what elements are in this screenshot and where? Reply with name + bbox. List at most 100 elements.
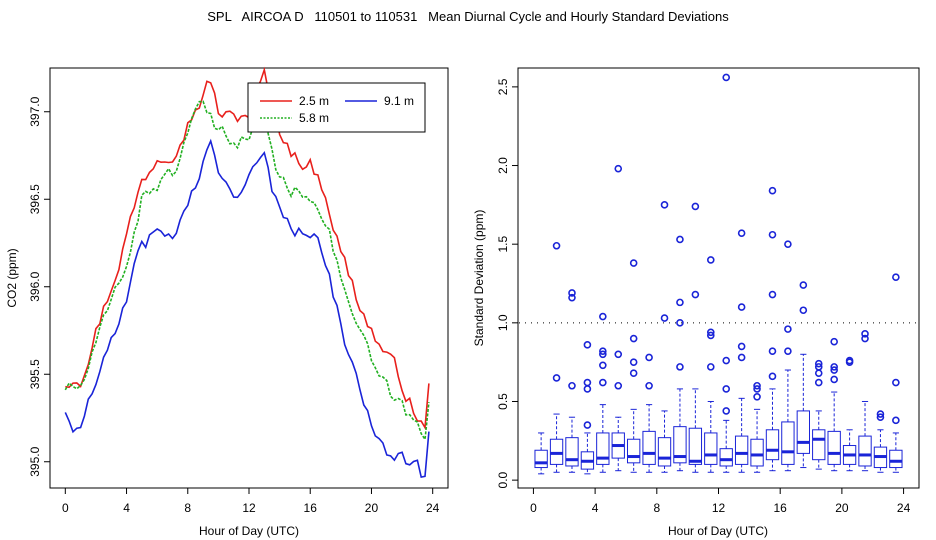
outlier-point bbox=[614, 164, 623, 173]
outlier-point bbox=[629, 369, 638, 377]
box-iqr bbox=[596, 432, 610, 465]
box-hour bbox=[873, 410, 888, 473]
outlier-point bbox=[568, 381, 576, 390]
right-x-axis: 0 4 8 12 16 20 24 bbox=[530, 488, 911, 515]
left-y-tick-label: 395.5 bbox=[28, 359, 42, 389]
right-y-tick-label: 1.0 bbox=[496, 314, 510, 331]
right-x-tick-label: 8 bbox=[653, 501, 660, 515]
box-hour bbox=[657, 201, 672, 473]
left-x-tick-label: 0 bbox=[62, 501, 69, 515]
box-hour bbox=[673, 235, 687, 472]
right-x-tick-label: 24 bbox=[897, 501, 911, 515]
outlier-point bbox=[629, 358, 638, 366]
page-title: SPL AIRCOA D 110501 to 110531 Mean Diurn… bbox=[207, 9, 729, 24]
outlier-point bbox=[753, 381, 761, 390]
box-hour bbox=[688, 202, 703, 473]
legend-label-5-8m: 5.8 m bbox=[299, 111, 329, 125]
outlier-point bbox=[799, 281, 808, 289]
box-iqr bbox=[534, 449, 548, 469]
box-hour bbox=[889, 273, 903, 473]
left-x-tick-label: 16 bbox=[304, 501, 318, 515]
outlier-point bbox=[876, 410, 885, 418]
box-iqr bbox=[812, 429, 826, 461]
box-iqr bbox=[549, 438, 564, 465]
box-iqr bbox=[827, 430, 841, 465]
outlier-point bbox=[753, 392, 761, 401]
outlier-point bbox=[706, 331, 715, 340]
box-hour bbox=[642, 353, 656, 473]
box-iqr bbox=[642, 430, 656, 465]
outlier-point bbox=[599, 378, 607, 387]
right-plot-frame bbox=[517, 67, 920, 489]
box-hour bbox=[719, 73, 733, 473]
outlier-point bbox=[645, 353, 653, 362]
box-iqr bbox=[565, 437, 579, 467]
right-x-tick-label: 0 bbox=[530, 501, 537, 515]
box-iqr bbox=[734, 435, 749, 465]
right-x-tick-label: 20 bbox=[835, 501, 849, 515]
outlier-point bbox=[706, 256, 715, 264]
box-iqr bbox=[657, 437, 672, 467]
right-x-tick-label: 12 bbox=[712, 501, 726, 515]
outlier-point bbox=[861, 334, 869, 343]
outlier-point bbox=[583, 385, 592, 393]
right-y-tick-label: 0.0 bbox=[496, 471, 510, 488]
box-iqr bbox=[719, 448, 733, 467]
box-iqr bbox=[750, 438, 764, 467]
box-plot-panel: 0 4 8 12 16 20 24 0.0 0.5 1.0 1.5 2.0 2.5 Hour of D… bbox=[472, 67, 920, 538]
outlier-point bbox=[784, 240, 792, 248]
outlier-point bbox=[614, 350, 623, 359]
outlier-point bbox=[660, 314, 669, 322]
outlier-point bbox=[768, 230, 777, 239]
box-hour bbox=[781, 240, 795, 472]
outlier-point bbox=[737, 229, 746, 237]
outlier-point bbox=[737, 353, 746, 362]
outlier-point bbox=[722, 356, 731, 365]
outlier-point bbox=[599, 361, 607, 370]
outlier-point bbox=[830, 337, 838, 346]
outlier-point bbox=[706, 328, 715, 337]
right-y-tick-label: 2.0 bbox=[496, 157, 510, 174]
left-x-tick-label: 4 bbox=[123, 501, 130, 515]
outlier-point bbox=[645, 381, 653, 390]
box-iqr bbox=[796, 410, 810, 454]
left-x-tick-label: 20 bbox=[365, 501, 379, 515]
outlier-point bbox=[691, 290, 700, 299]
outlier-point bbox=[845, 356, 854, 365]
outlier-point bbox=[830, 375, 838, 384]
box-iqr bbox=[889, 449, 903, 469]
left-x-axis: 0 4 8 12 16 20 24 bbox=[62, 488, 440, 515]
outlier-point bbox=[876, 413, 885, 422]
right-y-tick-label: 0.5 bbox=[496, 393, 510, 410]
box-iqr bbox=[688, 427, 703, 465]
box-hour bbox=[549, 241, 564, 473]
legend-label-9-1m: 9.1 m bbox=[384, 94, 414, 108]
box-hour bbox=[842, 356, 857, 472]
box-hour bbox=[858, 330, 872, 472]
outlier-point bbox=[660, 201, 669, 209]
legend: 2.5 m 9.1 m 5.8 m bbox=[247, 82, 426, 133]
outlier-point bbox=[599, 350, 607, 359]
outlier-point bbox=[892, 416, 900, 425]
box-hour bbox=[627, 259, 641, 473]
outlier-point bbox=[768, 347, 777, 355]
box-hour bbox=[611, 164, 625, 472]
outlier-point bbox=[722, 73, 731, 82]
left-x-axis-label: Hour of Day (UTC) bbox=[199, 524, 299, 538]
left-y-axis: 395.0 395.5 396.0 396.5 397.0 bbox=[28, 96, 50, 477]
box-hour bbox=[750, 381, 764, 473]
box-hour bbox=[580, 341, 595, 475]
outlier-point bbox=[814, 359, 823, 368]
legend-label-2-5m: 2.5 m bbox=[299, 94, 329, 108]
outlier-point bbox=[892, 378, 900, 387]
right-x-axis-label: Hour of Day (UTC) bbox=[668, 524, 768, 538]
legend-box bbox=[247, 82, 426, 133]
box-hour bbox=[596, 312, 610, 473]
outlier-point bbox=[737, 303, 746, 311]
outlier-point bbox=[722, 385, 731, 393]
box-iqr bbox=[627, 438, 641, 464]
left-y-tick-label: 395.0 bbox=[28, 446, 42, 476]
series-line-9-1-m bbox=[64, 138, 430, 479]
outlier-point bbox=[814, 378, 823, 387]
